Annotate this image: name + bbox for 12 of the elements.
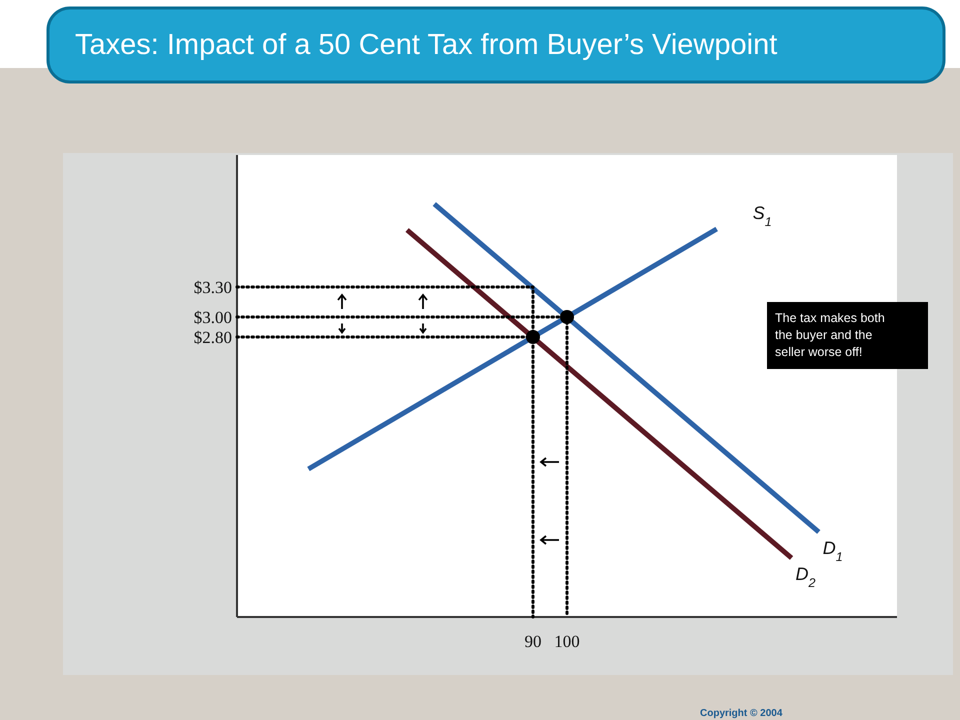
x-tick-label: 90 bbox=[524, 632, 542, 651]
x-tick-label: 100 bbox=[554, 632, 580, 651]
annotation: The tax makes both the buyer and the seller worse off! bbox=[775, 311, 885, 359]
chart-title: Taxes: Impact of a 50 Cent Tax from Buyer’s Viewpoint bbox=[75, 29, 778, 61]
text: Copyright © 2004 bbox=[700, 708, 783, 719]
series-label: S$_{1}$ bbox=[752, 203, 772, 229]
y-tick-label: $3.30 bbox=[194, 278, 232, 297]
callout-box: The tax makes both the buyer and the seller worse off! bbox=[767, 302, 928, 369]
y-tick-label: $2.80 bbox=[194, 328, 232, 347]
y-tick-label: $3.00 bbox=[194, 308, 232, 327]
series-label: D$_{2}$ bbox=[796, 564, 816, 590]
series-label: D$_{1}$ bbox=[822, 538, 843, 564]
